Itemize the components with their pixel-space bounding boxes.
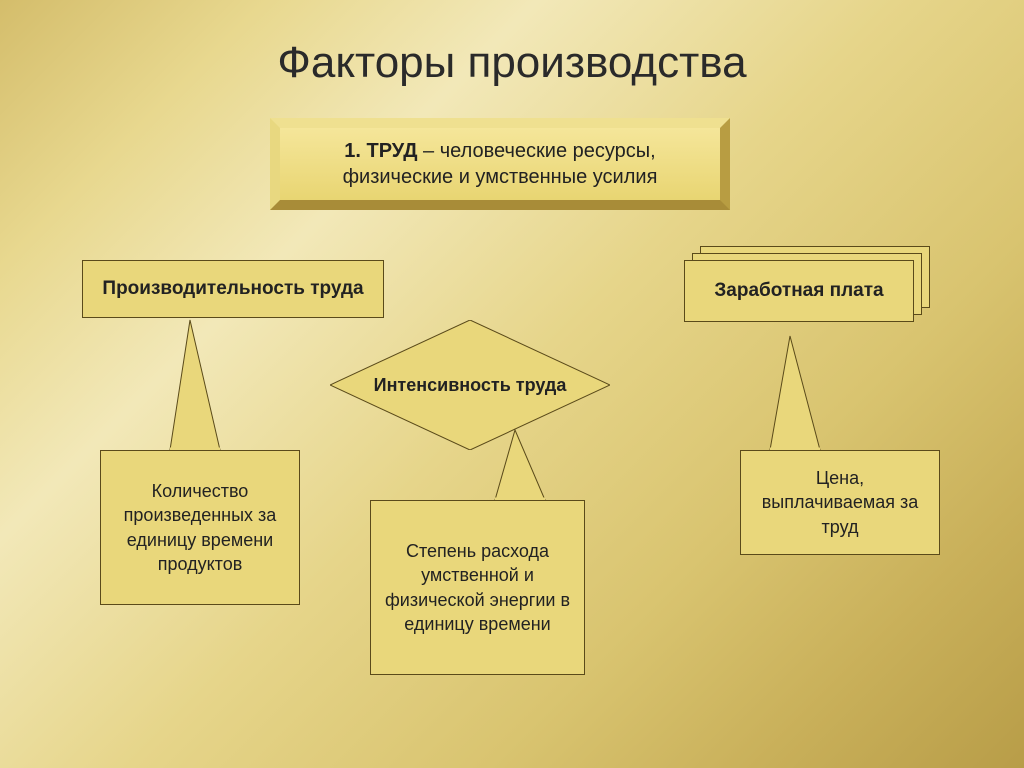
callout-price-label: Цена, выплачиваемая за труд [753,466,927,539]
box-productivity: Производительность труда [82,260,384,318]
slide-title: Факторы производства [0,38,1024,88]
main-definition-box: 1. ТРУД – человеческие ресурсы, физическ… [270,118,730,210]
callout-quantity: Количество произведенных за единицу врем… [100,450,300,605]
callout-price: Цена, выплачиваемая за труд [740,450,940,555]
main-definition-text: 1. ТРУД – человеческие ресурсы, физическ… [292,138,708,190]
stack-card-front: Заработная плата [684,260,914,322]
box-productivity-label: Производительность труда [102,278,363,300]
callout-degree-label: Степень расхода умственной и физической … [383,539,572,636]
callout-quantity-label: Количество произведенных за единицу врем… [113,479,287,576]
main-definition-prefix: 1. ТРУД [344,140,417,162]
box-salary-label: Заработная плата [714,280,883,302]
diamond-intensity: Интенсивность труда [330,320,610,450]
callout-degree: Степень расхода умственной и физической … [370,500,585,675]
diamond-label: Интенсивность труда [330,320,610,450]
